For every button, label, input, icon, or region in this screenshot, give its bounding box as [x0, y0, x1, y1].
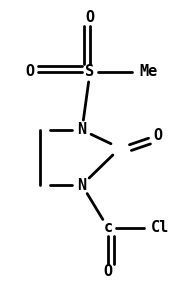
Text: S: S	[85, 64, 95, 80]
Text: Cl: Cl	[151, 221, 169, 235]
Text: O: O	[153, 127, 163, 142]
Text: N: N	[77, 123, 87, 137]
Text: O: O	[104, 264, 112, 280]
Text: c: c	[104, 221, 112, 235]
Text: O: O	[25, 64, 35, 80]
Text: O: O	[85, 11, 95, 25]
Text: Me: Me	[139, 64, 157, 80]
Text: N: N	[77, 178, 87, 192]
